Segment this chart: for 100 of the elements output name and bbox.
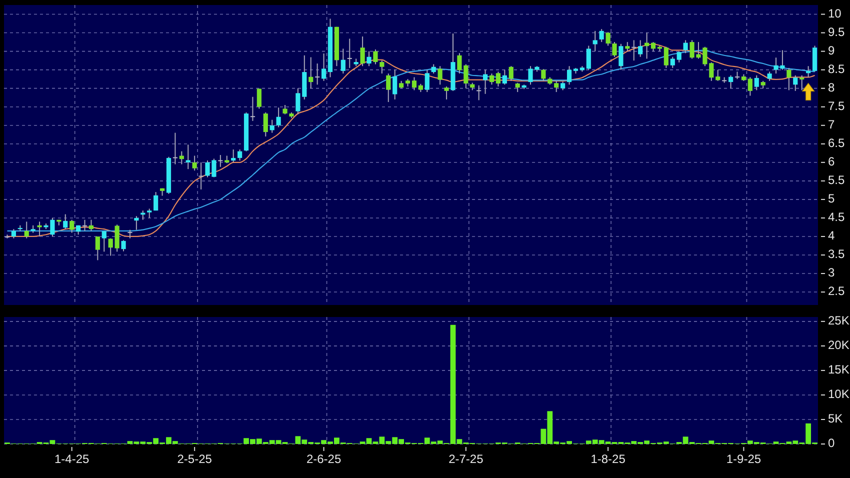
x-tick-label: 1-4-25 <box>54 452 90 466</box>
candlestick <box>431 64 436 74</box>
candlestick <box>121 240 126 252</box>
candlestick <box>250 96 256 122</box>
y-tick-label: 3 <box>828 266 835 280</box>
candlestick <box>134 216 139 230</box>
candlestick <box>728 74 734 89</box>
candlestick <box>606 32 610 46</box>
candlestick <box>612 42 617 58</box>
y-tick-label: 9 <box>828 43 835 58</box>
candlestick <box>179 150 184 165</box>
candlestick <box>793 74 798 92</box>
candlestick <box>508 66 514 82</box>
candlestick <box>270 119 274 134</box>
candlestick <box>321 53 326 82</box>
y-tick-label: 4 <box>828 228 835 243</box>
y-tick-label: 4.5 <box>828 210 846 224</box>
candlestick <box>70 219 74 234</box>
candlestick <box>566 66 572 86</box>
candlestick <box>315 63 320 86</box>
candlestick <box>308 56 314 89</box>
candlestick <box>296 88 300 115</box>
y-tick-label: 7 <box>828 118 835 132</box>
candlestick <box>366 50 372 67</box>
candlestick <box>24 221 29 239</box>
y-tick-label: 15K <box>828 362 850 377</box>
y-tick-label: 3.5 <box>828 247 846 262</box>
candlestick <box>722 76 727 84</box>
y-tick-label: 5K <box>828 412 843 426</box>
y-tick-label: 0 <box>828 436 835 450</box>
candlestick <box>198 162 204 190</box>
candlestick <box>476 84 482 101</box>
candlestick <box>102 230 106 252</box>
candlestick <box>108 238 113 256</box>
candlestick <box>670 56 675 68</box>
candlestick <box>748 76 752 96</box>
candlestick <box>632 40 636 62</box>
candlestick <box>638 40 643 58</box>
candlestick <box>147 208 152 218</box>
candlestick <box>541 68 546 82</box>
candlestick <box>256 88 262 110</box>
candlestick <box>186 144 190 170</box>
candlestick <box>676 50 682 63</box>
candlestick <box>276 107 281 128</box>
candlestick <box>515 82 520 93</box>
y-tick-label: 6.5 <box>828 136 846 150</box>
candlestick <box>172 132 178 165</box>
y-tick-label: 10K <box>828 387 850 402</box>
candlestick <box>424 69 430 93</box>
candlestick <box>683 40 688 54</box>
candlestick <box>664 46 668 68</box>
candlestick <box>625 42 630 52</box>
candlestick <box>754 74 759 91</box>
y-tick-label: 6 <box>828 154 835 169</box>
candlestick <box>438 66 442 86</box>
candlestick <box>238 148 242 162</box>
y-tick-label: 9.5 <box>828 24 846 39</box>
candlestick <box>786 67 792 91</box>
y-tick-label: 2.5 <box>828 284 846 298</box>
candlestick <box>114 224 120 252</box>
candlestick <box>650 42 656 52</box>
candlestick <box>218 154 223 168</box>
candlestick <box>767 71 772 82</box>
x-tick-label: 2-7-25 <box>448 452 484 466</box>
candlestick <box>482 69 488 94</box>
y-tick-label: 10 <box>828 6 842 20</box>
candlestick <box>392 69 398 100</box>
candlestick <box>95 236 100 261</box>
candlestick <box>11 228 16 239</box>
x-tick-label: 1-8-25 <box>590 452 626 466</box>
candlestick <box>618 43 624 70</box>
y-tick-label: 8 <box>828 80 835 95</box>
candlestick <box>489 73 494 86</box>
candlestick <box>709 62 714 82</box>
candlestick <box>502 69 507 86</box>
x-tick-label: 2-5-25 <box>177 452 212 466</box>
candlestick <box>386 73 391 103</box>
candlestick <box>554 80 559 93</box>
candlestick <box>592 30 598 52</box>
candlestick <box>716 69 720 82</box>
candlestick <box>340 48 346 74</box>
y-tick-label: 20K <box>828 338 850 352</box>
candlestick <box>812 45 818 72</box>
candlestick <box>444 86 449 100</box>
candlestick <box>380 60 384 74</box>
candlestick <box>154 192 158 212</box>
candlestick <box>496 71 501 87</box>
candlestick <box>88 219 94 232</box>
y-tick-label: 5 <box>828 192 835 206</box>
y-tick-label: 8.5 <box>828 62 846 76</box>
candlestick <box>231 148 236 163</box>
candlestick <box>599 28 604 43</box>
candlestick <box>82 219 88 232</box>
candlestick <box>263 112 268 137</box>
y-tick-label: 25K <box>828 314 850 328</box>
y-tick-label: 5.5 <box>828 173 846 188</box>
candlestick <box>347 38 352 68</box>
candlestick <box>192 155 197 172</box>
candlestick <box>63 214 68 230</box>
x-tick-label: 1-9-25 <box>726 452 762 466</box>
